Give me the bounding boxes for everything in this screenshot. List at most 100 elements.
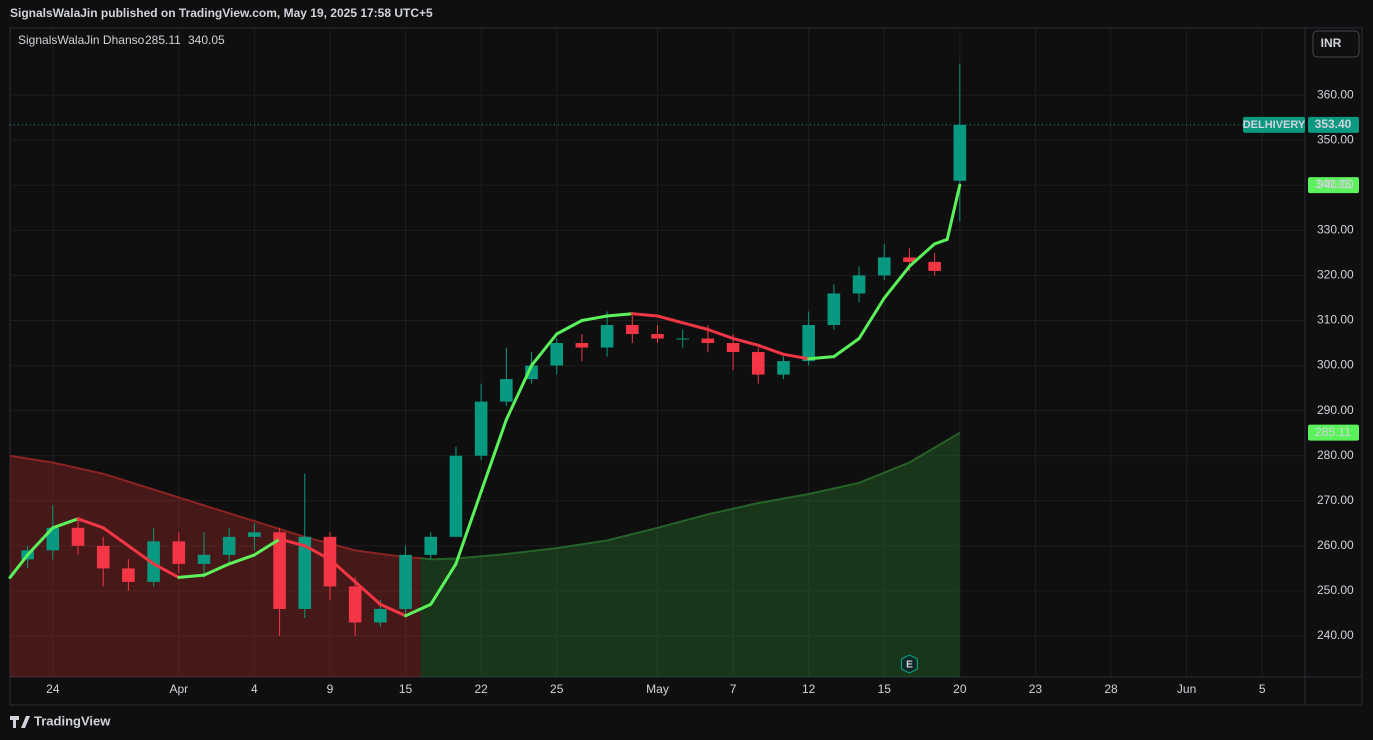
band-edge — [420, 431, 961, 561]
candle-body — [701, 338, 715, 344]
trend-segment — [580, 314, 609, 322]
candle-body — [424, 536, 438, 555]
candle-body — [676, 338, 689, 340]
candle-body — [147, 541, 160, 582]
trend-segment — [807, 355, 836, 361]
trend-segment — [530, 332, 559, 368]
y-tick-label: 260.00 — [1317, 538, 1354, 552]
candle-body — [172, 541, 186, 564]
trend-line — [8, 183, 962, 618]
trend-segment — [278, 537, 307, 548]
trend-segment — [328, 557, 357, 584]
candle-body — [928, 261, 941, 271]
candle-body — [726, 343, 740, 353]
trend-segment — [101, 526, 130, 548]
candle-body — [197, 554, 211, 564]
trend-segment — [378, 602, 408, 618]
bands — [9, 431, 961, 677]
candle-body — [953, 124, 967, 181]
y-tick-label: 240.00 — [1317, 628, 1354, 642]
price-label: 353.40 — [1315, 117, 1352, 131]
symbol-label: DELHIVERY — [1243, 119, 1306, 131]
candle-body — [852, 275, 866, 294]
trend-segment — [681, 321, 710, 331]
x-tick-label: 12 — [802, 682, 816, 696]
band-edge — [9, 454, 421, 559]
candle-body — [273, 532, 286, 609]
trend-segment — [429, 562, 458, 606]
symbol-tag — [1243, 116, 1305, 133]
x-tick-label: 15 — [399, 682, 413, 696]
x-tick-label: 4 — [251, 682, 258, 696]
trend-segment — [227, 553, 256, 566]
trend-segment — [630, 312, 659, 318]
trend-segment — [882, 264, 911, 300]
indicator-value: 285.11 — [145, 33, 181, 47]
logo: TradingView — [10, 713, 111, 728]
y-tick-label: 300.00 — [1317, 358, 1354, 372]
candle-body — [827, 293, 841, 326]
footer: TradingView — [34, 713, 111, 728]
indicator-tag — [1308, 177, 1359, 194]
band-area — [420, 432, 960, 677]
currency[interactable]: INR — [1321, 36, 1342, 50]
trend-segment — [51, 517, 80, 530]
trend-segment — [303, 544, 332, 561]
x-tick-label: Jun — [1177, 682, 1196, 696]
candle-body — [248, 532, 261, 537]
x-tick-label: May — [646, 682, 669, 696]
x-tick-label: 25 — [550, 682, 564, 696]
candle-body — [298, 536, 312, 609]
overlay: DELHIVERY 353.40 285.11 340.05 E — [10, 116, 1359, 674]
indicator-tag — [1308, 424, 1359, 441]
candle-body — [348, 586, 362, 623]
candle-body — [877, 257, 891, 276]
y-tick-label: 340.00 — [1317, 177, 1354, 191]
price-tag — [1308, 116, 1359, 133]
trend-segment — [504, 364, 533, 422]
trend-segment — [76, 517, 105, 530]
header: SignalsWalaJin published on TradingView.… — [10, 6, 433, 20]
y-tick-label: 350.00 — [1317, 132, 1354, 146]
y-tick-label: 270.00 — [1317, 493, 1354, 507]
x-tick-label: Apr — [169, 682, 188, 696]
trend-segment — [756, 343, 785, 356]
x-tick-label: 23 — [1029, 682, 1043, 696]
event-marker — [900, 654, 919, 674]
trend-segment — [152, 562, 181, 579]
trend-segment — [177, 573, 206, 579]
trend-segment — [656, 314, 685, 325]
candle-body — [323, 536, 337, 587]
candle-body — [96, 545, 110, 569]
trend-segment — [8, 553, 30, 579]
indicator-tag-label: 340.05 — [1315, 177, 1352, 191]
currency-button[interactable] — [1312, 30, 1360, 58]
candle-body — [474, 401, 488, 456]
x-tick-label: 22 — [474, 682, 488, 696]
candle-body — [122, 568, 135, 582]
trend-segment — [933, 237, 949, 246]
trend-segment — [353, 580, 382, 606]
trend-segment — [706, 328, 735, 340]
y-tick-label: 330.00 — [1317, 223, 1354, 237]
y-tick-label: 320.00 — [1317, 268, 1354, 282]
trend-segment — [907, 242, 937, 268]
trend-segment — [252, 537, 282, 557]
candle-body — [222, 536, 236, 555]
candle-body — [399, 554, 412, 609]
indicator-tag-label: 285.11 — [1315, 425, 1351, 439]
y-tick-label: 310.00 — [1317, 313, 1354, 327]
frame — [9, 27, 1363, 706]
candle-body — [903, 257, 916, 262]
trend-segment — [404, 602, 433, 618]
trend-segment — [479, 418, 508, 494]
indicator-value: 340.05 — [188, 33, 225, 47]
candle-body — [449, 455, 463, 537]
trend-segment — [832, 337, 861, 359]
trend-segment — [454, 490, 483, 566]
x-tick-label: 15 — [878, 682, 892, 696]
candle-body — [777, 361, 790, 375]
